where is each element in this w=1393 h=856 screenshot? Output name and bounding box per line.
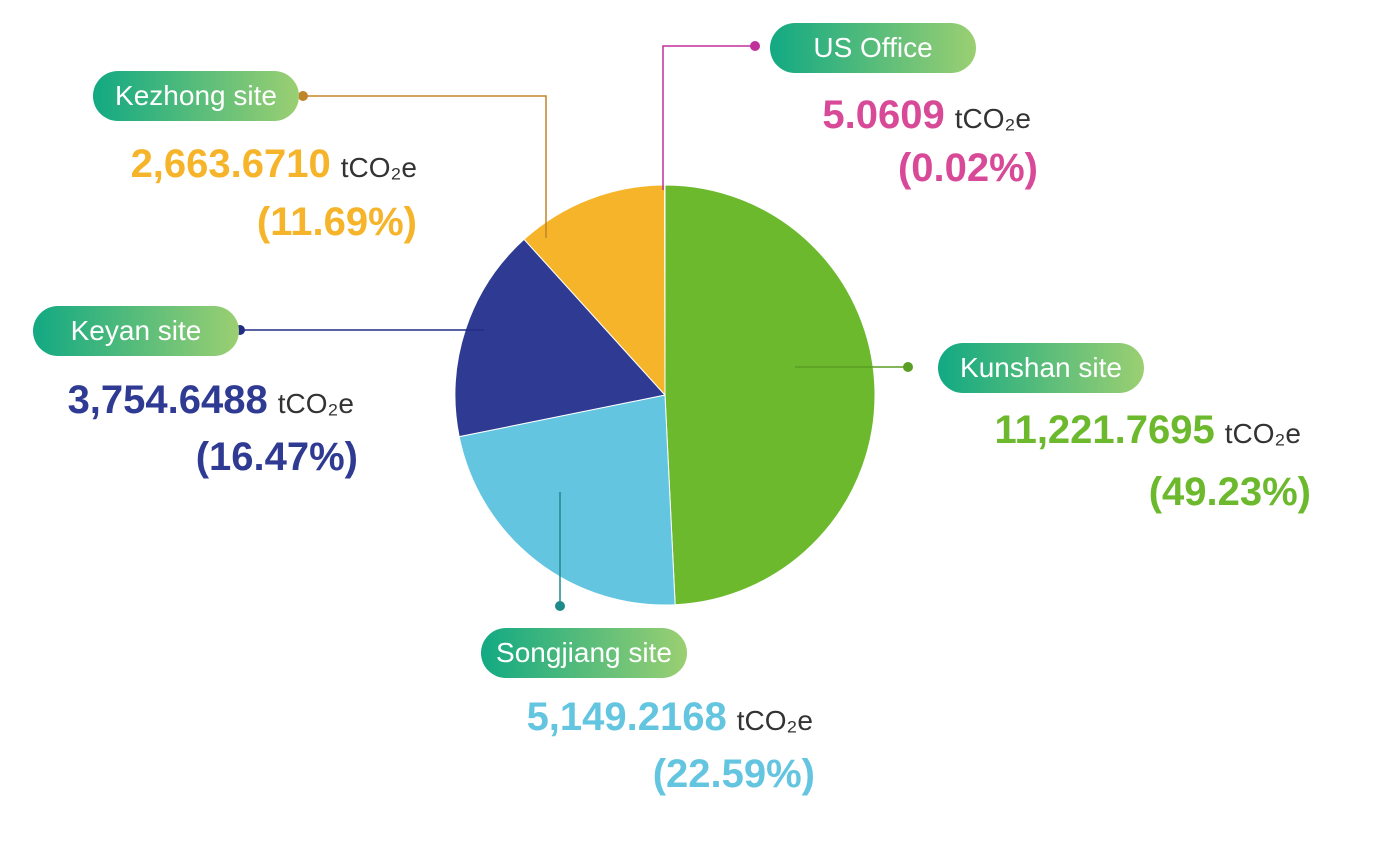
pie-slices (454, 184, 876, 606)
leader-line-kezhong-site (303, 95, 547, 238)
label-pill-kunshan: Kunshan site (938, 343, 1144, 393)
leader-dot-songjiang-site (555, 601, 565, 611)
unit-us-office: tCO₂e (954, 103, 1031, 134)
leader-line-us-office (662, 45, 755, 190)
value-number-us-office: 5.0609 (822, 93, 945, 137)
leader-dot-us-office (750, 41, 760, 51)
value-number-kunshan: 11,221.7695 (994, 408, 1215, 452)
label-pill-kezhong: Kezhong site (93, 71, 299, 121)
value-songjiang: 5,149.2168 tCO₂e (527, 695, 813, 740)
unit-keyan: tCO₂e (277, 388, 354, 419)
value-number-keyan: 3,754.6488 (67, 378, 268, 422)
leader-dot-kezhong-site (298, 91, 308, 101)
leader-lines (235, 41, 913, 611)
value-keyan: 3,754.6488 tCO₂e (68, 378, 354, 423)
unit-songjiang: tCO₂e (736, 705, 813, 736)
value-number-kezhong: 2,663.6710 (130, 142, 331, 186)
pie-slice-kunshan-site (664, 184, 876, 606)
percent-kezhong: (11.69%) (256, 200, 417, 244)
percent-songjiang: (22.59%) (652, 752, 815, 796)
unit-kunshan: tCO₂e (1224, 418, 1301, 449)
label-pill-keyan: Keyan site (33, 306, 239, 356)
value-kunshan: 11,221.7695 tCO₂e (995, 408, 1301, 453)
percent-kunshan: (49.23%) (1148, 470, 1311, 514)
label-pill-us-office: US Office (770, 23, 976, 73)
value-kezhong: 2,663.6710 tCO₂e (131, 142, 417, 187)
pie-slice-kezhong-site (523, 184, 666, 397)
label-pill-songjiang: Songjiang site (481, 628, 687, 678)
percent-keyan: (16.47%) (195, 435, 358, 479)
pie-slice-songjiang-site (458, 394, 676, 606)
leader-dot-kunshan-site (903, 362, 913, 372)
unit-kezhong: tCO₂e (340, 152, 417, 183)
value-number-songjiang: 5,149.2168 (526, 695, 727, 739)
value-us-office: 5.0609 tCO₂e (822, 93, 1031, 138)
percent-us-office: (0.02%) (897, 146, 1038, 190)
